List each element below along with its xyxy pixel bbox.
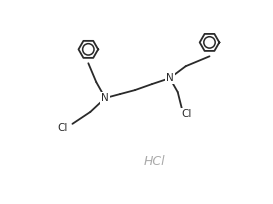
Text: Cl: Cl: [57, 123, 68, 133]
Text: HCl: HCl: [144, 155, 166, 168]
Text: N: N: [101, 93, 109, 103]
Text: Cl: Cl: [182, 109, 192, 119]
Text: N: N: [166, 73, 174, 83]
